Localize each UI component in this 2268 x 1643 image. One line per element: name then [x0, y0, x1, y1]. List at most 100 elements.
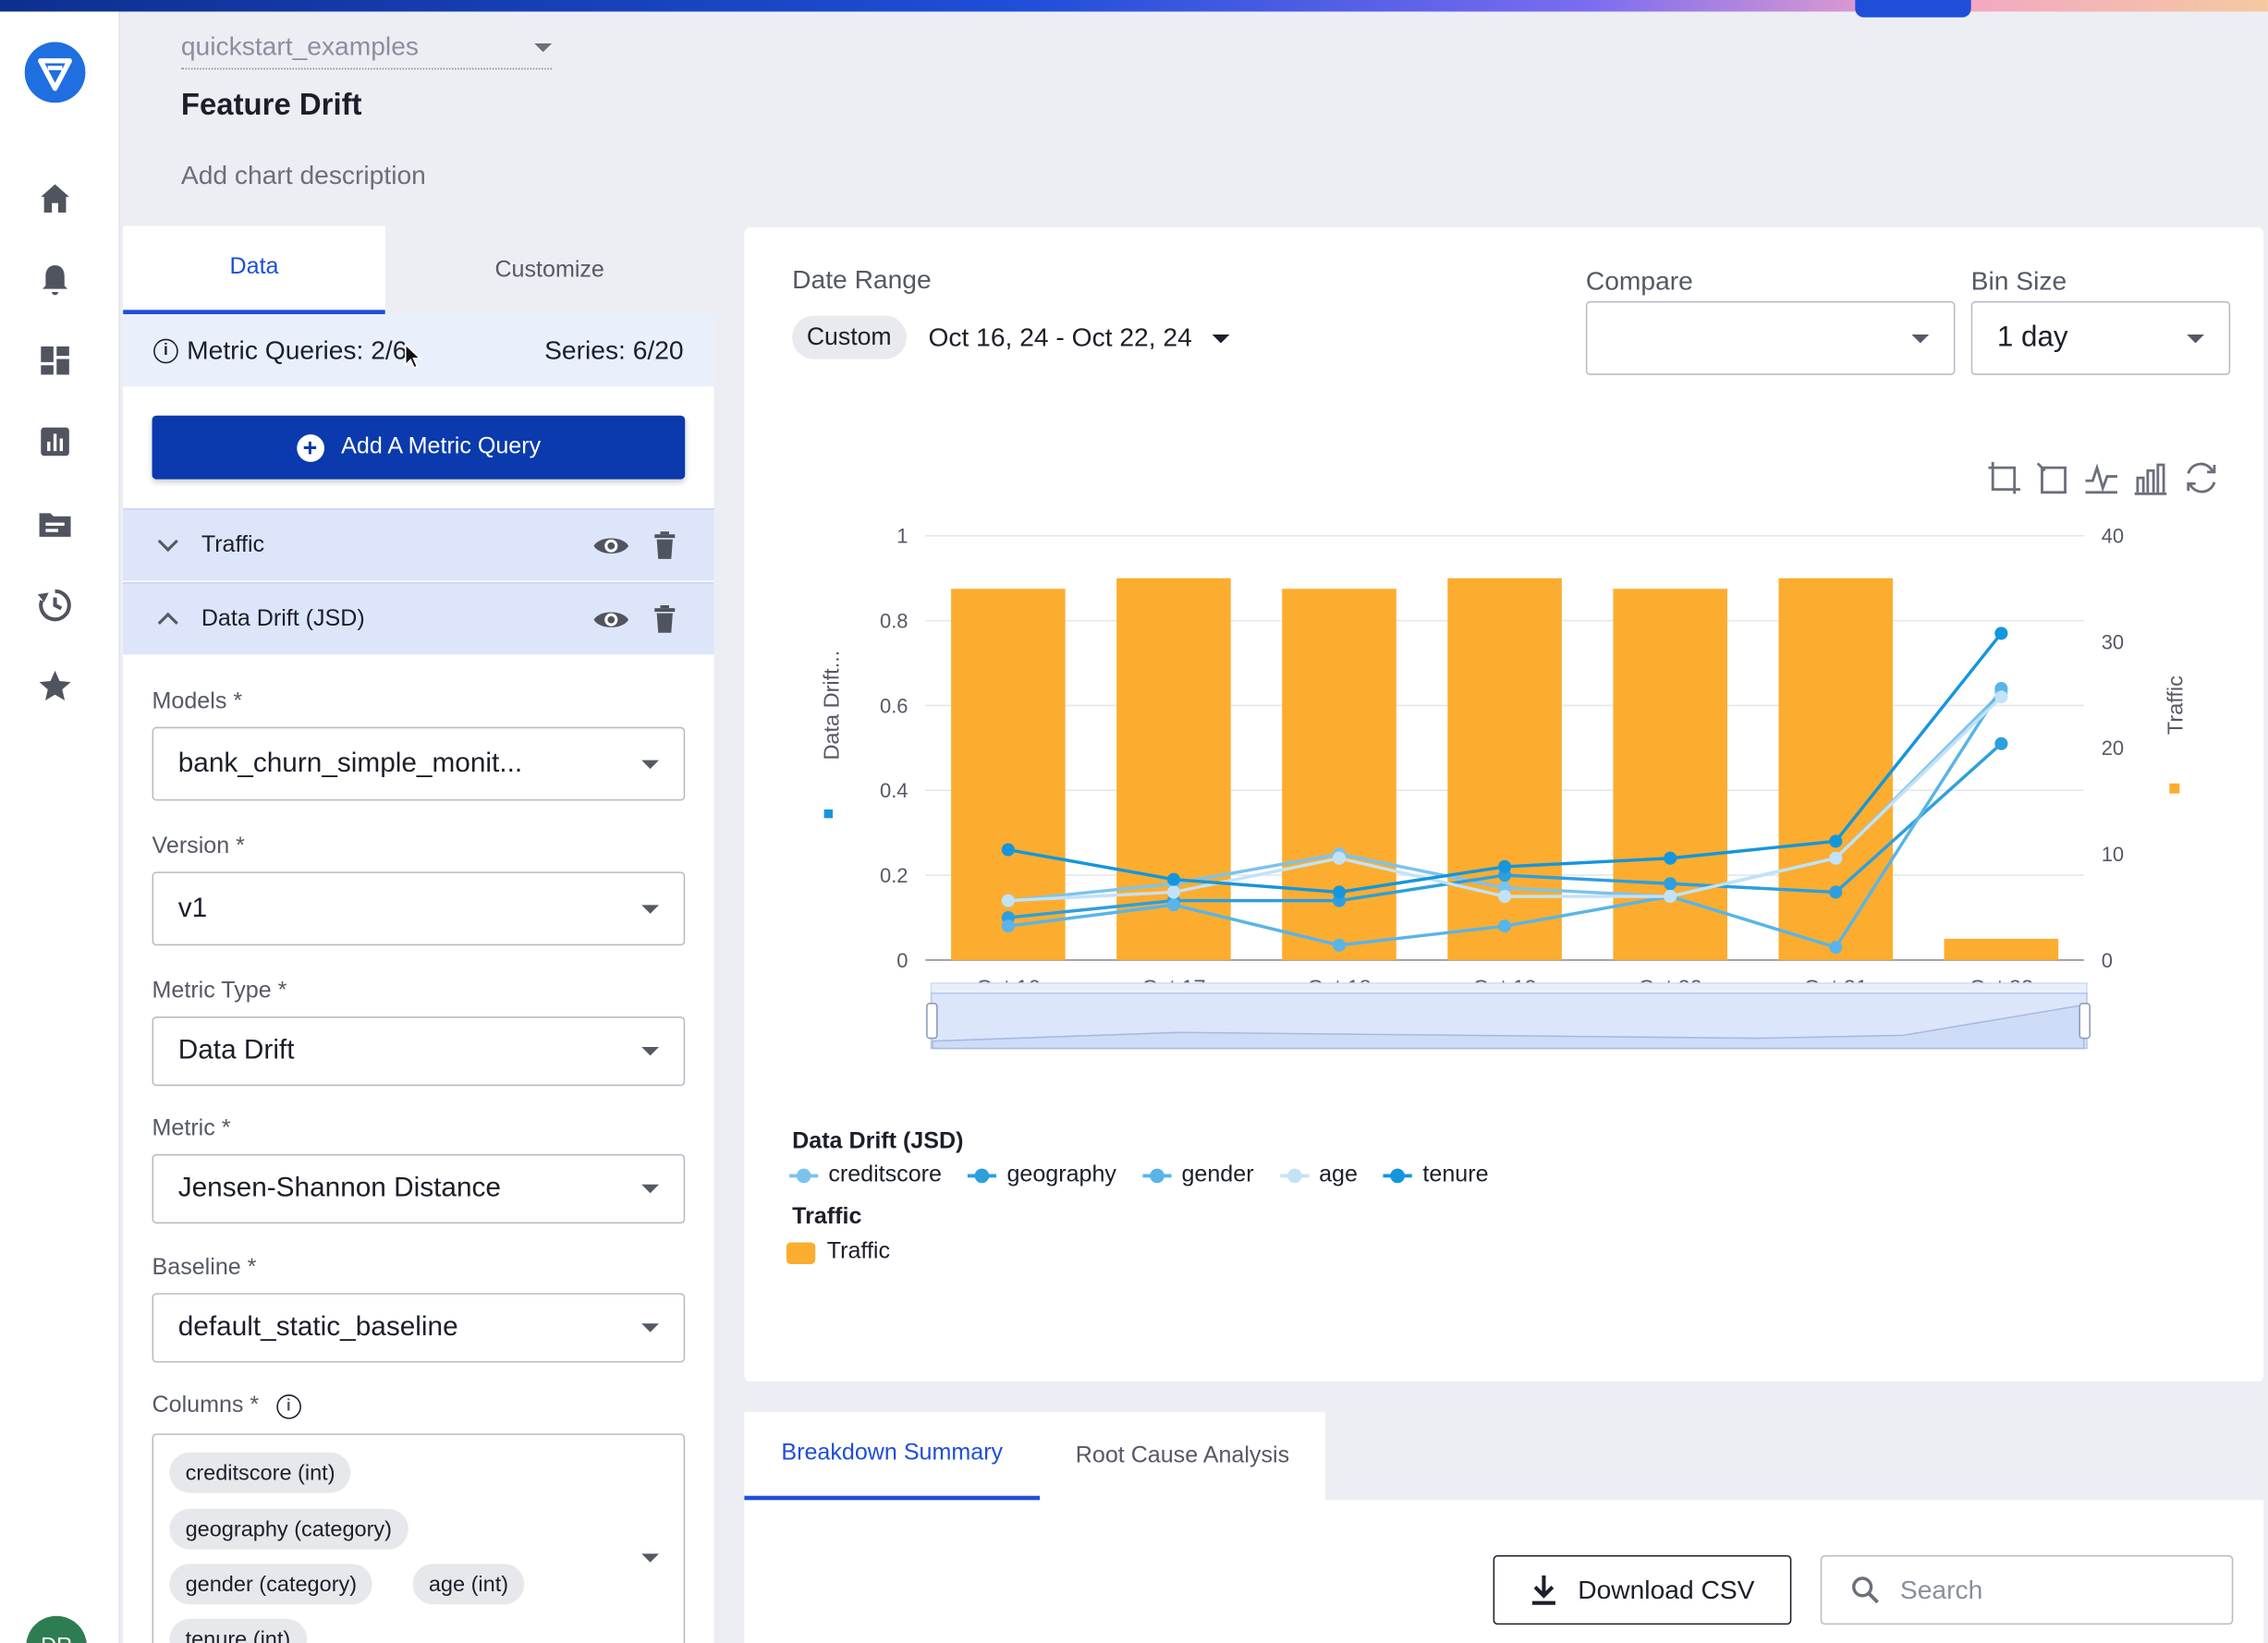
legend-item-gender[interactable]: gender: [1142, 1162, 1254, 1188]
metric-type-select-value: Data Drift: [177, 1035, 295, 1066]
dashboard-icon[interactable]: [35, 340, 76, 381]
history-icon[interactable]: [35, 585, 76, 626]
legend-group-title: Traffic: [792, 1204, 862, 1230]
bar-chart-icon[interactable]: [35, 421, 76, 462]
chart-description-field[interactable]: Add chart description: [180, 160, 426, 190]
query-count-bar: i Metric Queries: 2/6 Series: 6/20: [123, 314, 714, 387]
restore-icon[interactable]: [2182, 459, 2220, 497]
legend-item-geography[interactable]: geography: [968, 1162, 1116, 1188]
metric-type-label: Metric Type *: [152, 979, 287, 1004]
folder-icon[interactable]: [35, 504, 76, 544]
y2-tick-label: 30: [2102, 630, 2124, 653]
y2-tick-label: 20: [2102, 736, 2124, 760]
column-chip[interactable]: geography (category): [169, 1508, 408, 1550]
legend-item-traffic[interactable]: Traffic: [786, 1239, 890, 1265]
avatar[interactable]: DR: [26, 1615, 88, 1643]
legend-label: creditscore: [828, 1162, 942, 1187]
legend-swatch: [786, 1241, 816, 1264]
baseline-label: Baseline *: [152, 1255, 257, 1281]
version-select-value: v1: [177, 893, 208, 923]
version-label: Version *: [152, 834, 245, 859]
eye-icon[interactable]: [592, 531, 630, 560]
info-icon: i: [153, 337, 178, 363]
bar-type-icon[interactable]: [2132, 459, 2170, 497]
top-active-indicator: [1855, 0, 1971, 18]
data-zoom-slider[interactable]: [926, 982, 2091, 1050]
y2-axis-legend-marker: [2169, 783, 2180, 794]
column-chip[interactable]: gender (category): [169, 1564, 373, 1605]
trash-icon[interactable]: [653, 531, 677, 560]
columns-multiselect[interactable]: creditscore (int) geography (category) g…: [152, 1433, 686, 1643]
models-select-value: bank_churn_simple_monit...: [177, 748, 523, 779]
star-icon[interactable]: [35, 666, 76, 707]
download-icon: [1532, 1575, 1556, 1605]
series-point-geography: [1664, 877, 1677, 891]
chevron-down-icon: [534, 43, 553, 52]
y-tick-label: 1: [896, 525, 908, 548]
metric-select[interactable]: Jensen-Shannon Distance: [152, 1153, 686, 1224]
query-panel: Data Customize i Metric Queries: 2/6 Ser…: [123, 225, 714, 1643]
legend-group-title: Data Drift (JSD): [792, 1129, 964, 1154]
column-chip[interactable]: creditscore (int): [169, 1452, 351, 1493]
bottom-tabs: Breakdown Summary Root Cause Analysis: [744, 1411, 1325, 1501]
query-row-data-drift[interactable]: Data Drift (JSD): [123, 581, 714, 655]
y-tick-label: 0.2: [880, 864, 908, 887]
zoom-select-icon[interactable]: [1985, 459, 2023, 497]
series-point-tenure: [1994, 627, 2008, 640]
models-select[interactable]: bank_churn_simple_monit...: [152, 726, 686, 801]
legend-item-age[interactable]: age: [1279, 1162, 1358, 1188]
compare-select[interactable]: [1585, 300, 1956, 375]
baseline-select-value: default_static_baseline: [177, 1311, 458, 1343]
chevron-down-icon: [1911, 334, 1930, 343]
slider-handle-right[interactable]: [2079, 1003, 2091, 1040]
series-point-gender: [1166, 898, 1180, 912]
line-type-icon[interactable]: [2082, 459, 2120, 497]
add-metric-query-button[interactable]: + Add A Metric Query: [152, 415, 686, 480]
trash-icon[interactable]: [653, 605, 677, 634]
metric-type-select[interactable]: Data Drift: [152, 1016, 686, 1087]
home-icon[interactable]: [35, 178, 76, 219]
tab-customize[interactable]: Customize: [384, 225, 714, 315]
baseline-select[interactable]: default_static_baseline: [152, 1293, 686, 1363]
column-chip[interactable]: age (int): [412, 1564, 525, 1605]
chevron-down-icon: [641, 904, 659, 913]
search-field[interactable]: [1820, 1554, 2234, 1625]
mouse-cursor-icon: [405, 343, 422, 370]
project-select[interactable]: quickstart_examples: [180, 26, 553, 70]
metric-label: Metric *: [152, 1116, 231, 1141]
bell-icon[interactable]: [35, 259, 76, 299]
column-chip[interactable]: tenure (int): [169, 1618, 307, 1643]
slider-handle-left[interactable]: [926, 1003, 938, 1040]
chevron-down-icon[interactable]: [157, 530, 178, 553]
download-csv-button[interactable]: Download CSV: [1493, 1554, 1792, 1625]
search-input[interactable]: [1899, 1575, 2190, 1606]
custom-range-chip[interactable]: Custom: [792, 315, 907, 359]
query-row-traffic[interactable]: Traffic: [123, 508, 714, 581]
version-select[interactable]: v1: [152, 871, 686, 946]
info-icon[interactable]: i: [276, 1394, 301, 1418]
series-count: Series: 6/20: [544, 335, 684, 365]
zoom-reset-icon[interactable]: [2033, 459, 2071, 497]
bin-size-select[interactable]: 1 day: [1970, 300, 2231, 375]
bin-size-select-value: 1 day: [1996, 321, 2068, 354]
date-range-picker[interactable]: Oct 16, 24 - Oct 22, 24: [928, 323, 1230, 353]
project-select-value: quickstart_examples: [180, 31, 419, 61]
chevron-up-icon[interactable]: [157, 612, 178, 633]
legend-label: age: [1319, 1162, 1358, 1187]
tab-root-cause-analysis[interactable]: Root Cause Analysis: [1040, 1411, 1325, 1501]
series-point-gender: [1498, 919, 1512, 933]
tab-breakdown-summary[interactable]: Breakdown Summary: [744, 1411, 1041, 1501]
series-point-tenure: [1829, 834, 1843, 848]
legend-item-creditscore[interactable]: creditscore: [789, 1162, 942, 1188]
tab-data[interactable]: Data: [123, 225, 385, 315]
legend-label: Traffic: [826, 1239, 891, 1264]
eye-icon[interactable]: [592, 605, 630, 634]
legend-data-drift: creditscore geography gender age tenure: [789, 1162, 1489, 1188]
logo-icon[interactable]: [24, 42, 86, 103]
page-title[interactable]: Feature Drift: [180, 88, 362, 122]
drift-chart[interactable]: 00.20.40.60.81010203040Oct 16Oct 17Oct 1…: [744, 488, 2263, 1386]
legend-swatch: [789, 1168, 819, 1184]
series-point-geography: [1829, 885, 1843, 899]
legend-item-tenure[interactable]: tenure: [1384, 1162, 1489, 1188]
